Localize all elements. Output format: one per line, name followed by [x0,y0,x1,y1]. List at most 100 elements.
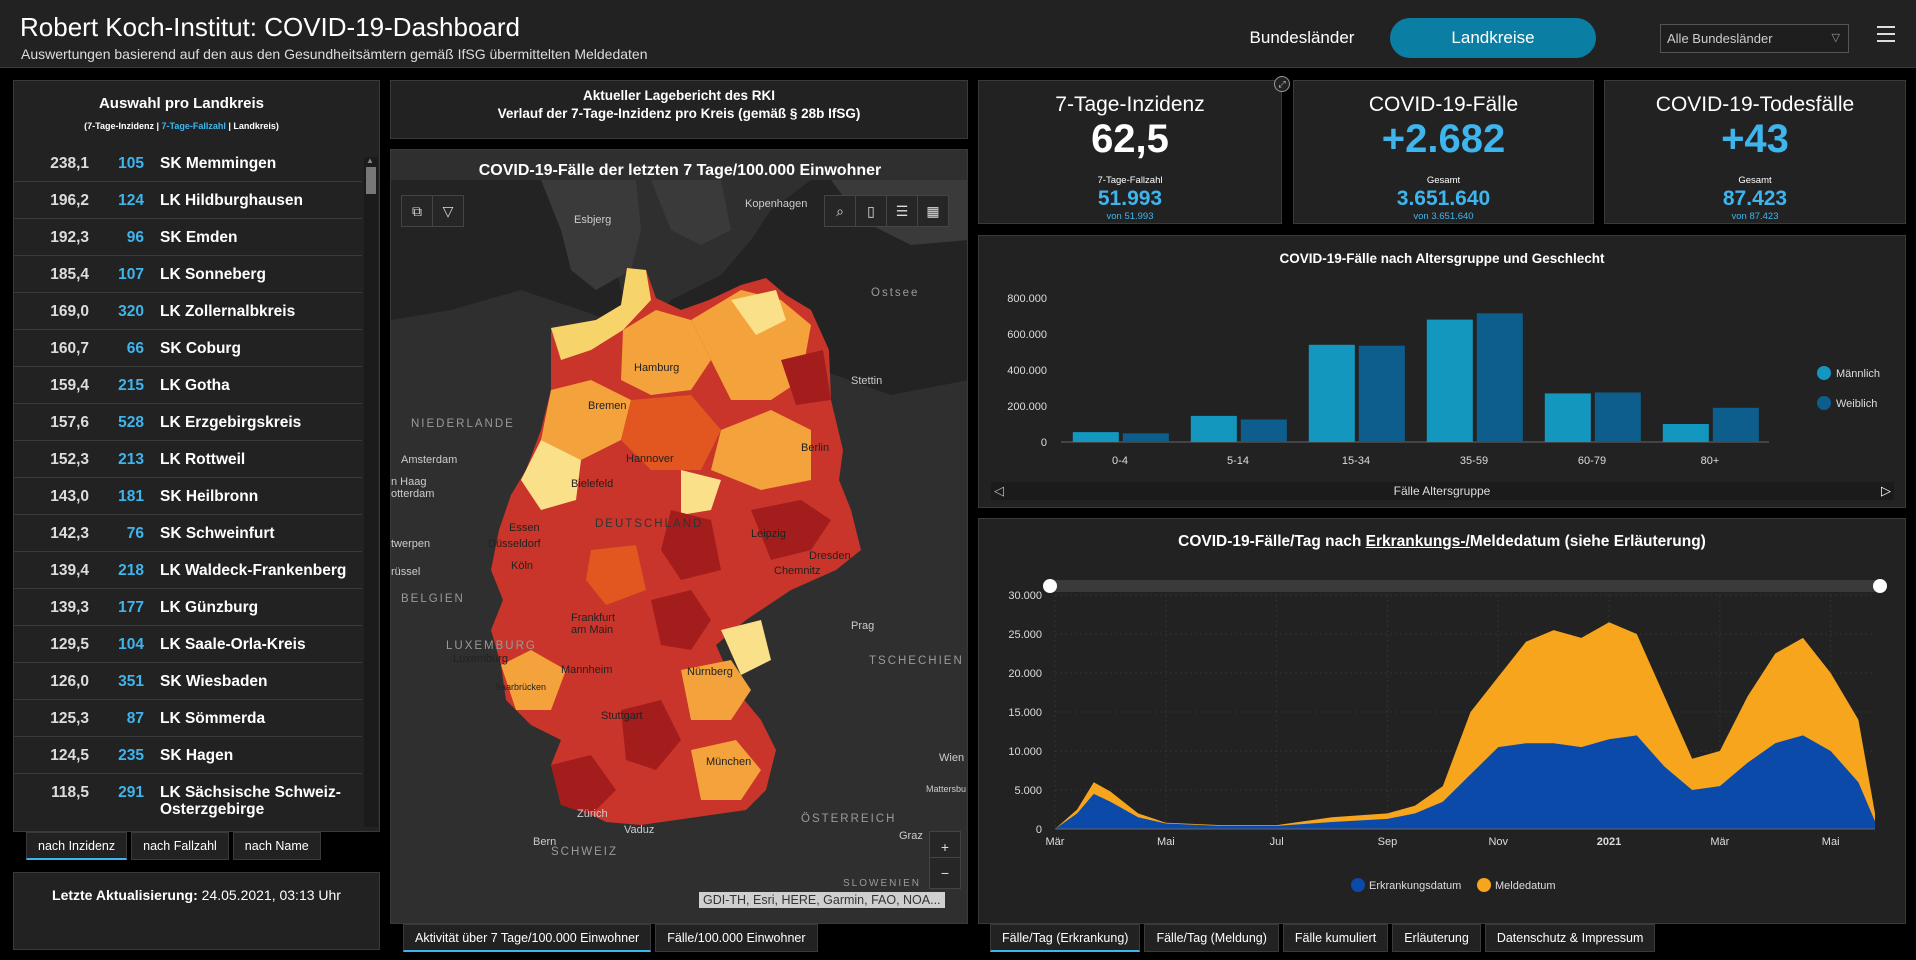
row-inzidenz: 192,3 [50,229,89,246]
landkreis-row[interactable]: 185,4 107 LK Sonneberg [14,256,362,293]
x-tick-label: Mai [1157,836,1175,848]
row-landkreis-name: LK Saale-Orla-Kreis [160,636,306,653]
landkreis-row[interactable]: 129,5 104 LK Saale-Orla-Kreis [14,626,362,663]
chevron-down-icon[interactable]: ▽ [432,195,464,227]
y-tick-label: 30.000 [1008,590,1042,602]
x-tick-label: Mär [1710,836,1729,848]
bar [1712,407,1759,442]
map-panel[interactable]: COVID-19-Fälle der letzten 7 Tage/100.00… [390,149,968,924]
bookmark-icon[interactable]: ▯ [855,195,887,227]
landkreis-row[interactable]: 124,5 235 SK Hagen [14,737,362,774]
tab-faelle-pro-100000[interactable]: Fälle/100.000 Einwohner [655,924,818,952]
row-inzidenz: 185,4 [50,266,89,283]
place-label: Mattersbu [926,784,967,794]
landkreis-row[interactable]: 238,1 105 SK Memmingen [14,145,362,182]
x-tick-label: Nov [1488,836,1508,848]
state-select[interactable]: Alle Bundesländer ▽ [1660,24,1849,53]
tab-nach-name[interactable]: nach Name [232,832,321,860]
tab-aktivitaet[interactable]: Aktivität über 7 Tage/100.000 Einwohner [403,924,652,952]
daily-chart[interactable]: 0 5.000 10.000 15.000 20.000 25.000 30.000 Mär M… [979,519,1905,923]
hamburger-menu-icon[interactable] [1877,26,1895,42]
list-scrollbar[interactable]: ▲ ▼ [364,156,378,902]
search-icon[interactable]: ⌕ [824,195,856,227]
scroll-left-icon[interactable]: ◁ [994,483,1004,498]
header: Robert Koch-Institut: COVID-19-Dashboard… [0,0,1916,68]
tab-nach-fallzahl[interactable]: nach Fallzahl [131,832,229,860]
place-label: Esbjerg [574,214,612,226]
place-label: Berlin [801,442,830,454]
row-inzidenz: 159,4 [50,377,89,394]
erkrankung-link[interactable]: Erkrankungs-/ [1365,533,1470,550]
x-tick-label: Sep [1378,836,1398,848]
place-label: TSCHECHIEN [869,655,964,667]
landkreis-row[interactable]: 159,4 215 LK Gotha [14,367,362,404]
place-label: München [706,756,752,768]
kpi-value: 62,5 [1091,117,1169,161]
tab-faelle-kumuliert[interactable]: Fälle kumuliert [1282,924,1389,952]
row-fallzahl: 528 [118,414,144,431]
zoom-out-icon[interactable]: − [929,857,961,889]
x-tick-label: 60-79 [1578,455,1606,467]
kpi-title: COVID-19-Todesfälle [1655,93,1855,116]
kpi-subvalue: 87.423 [1722,187,1788,210]
landkreis-row[interactable]: 157,6 528 LK Erzgebirgskreis [14,404,362,441]
kpi-sublabel: Gesamt [1738,175,1772,186]
x-tick-label: 0-4 [1112,455,1128,467]
basemap-gallery-icon[interactable]: ▦ [917,195,949,227]
place-label: Saarbrücken [495,682,547,692]
row-landkreis-name: LK Erzgebirgskreis [160,414,302,431]
nav-bundeslaender-button[interactable]: Bundesländer [1249,28,1355,47]
age-chart-panel: COVID-19-Fälle nach Altersgruppe und Ges… [978,235,1906,508]
scroll-up-icon[interactable]: ▲ [366,156,374,165]
age-chart-scrollbar[interactable]: ◁ ▷ [991,482,1894,500]
daily-title-prefix: COVID-19-Fälle/Tag nach [1178,533,1366,550]
select-map-tool-icon[interactable]: ⧉ [401,195,433,227]
landkreis-row[interactable]: 196,2 124 LK Hildburghausen [14,182,362,219]
y-tick-label: 20.000 [1008,668,1042,680]
landkreis-row[interactable]: 169,0 320 LK Zollernalbkreis [14,293,362,330]
list-title: Auswahl pro Landkreis [98,95,265,112]
landkreis-row[interactable]: 152,3 213 LK Rottweil [14,441,362,478]
report-panel[interactable]: Aktueller Lagebericht des RKI Verlauf de… [390,80,968,139]
landkreis-row[interactable]: 143,0 181 SK Heilbronn [14,478,362,515]
row-fallzahl: 181 [118,488,144,505]
tab-faelle-tag-erkrankung[interactable]: Fälle/Tag (Erkrankung) [990,924,1141,952]
tab-erlaeuterung[interactable]: Erläuterung [1392,924,1481,952]
place-label: Nürnberg [687,666,733,678]
bar [1594,392,1641,442]
landkreis-row[interactable]: 126,0 351 SK Wiesbaden [14,663,362,700]
germany-map[interactable] [391,150,968,924]
age-chart[interactable]: 0 200.000 400.000 600.000 800.000 0-4 5-14 15-3… [979,236,1905,476]
scroll-right-icon[interactable]: ▷ [1881,483,1891,498]
row-landkreis-name: SK Emden [160,229,238,246]
row-landkreis-name: LK Hildburghausen [160,192,303,209]
y-tick-label: 800.000 [1007,293,1047,305]
landkreis-row[interactable]: 139,4 218 LK Waldeck-Frankenberg [14,552,362,589]
expand-icon[interactable]: ⤢ [1274,76,1290,92]
landkreis-row[interactable]: 118,5 291 LK Sächsische Schweiz-Osterzgebi… [14,774,362,830]
row-fallzahl: 76 [126,525,144,542]
area-series [1055,735,1875,829]
map-title: COVID-19-Fälle der letzten 7 Tage/100.00… [478,162,882,179]
kpi-faelle-card: COVID-19-Fälle +2.682 Gesamt 3.651.640 v… [1293,80,1594,224]
place-label: Vaduz [624,824,655,836]
landkreis-row[interactable]: 160,7 66 SK Coburg [14,330,362,367]
tab-faelle-tag-meldung[interactable]: Fälle/Tag (Meldung) [1144,924,1279,952]
nav-landkreise-button[interactable]: Landkreise [1390,18,1596,58]
tab-nach-inzidenz[interactable]: nach Inzidenz [26,832,128,860]
legend-inzidenz: (7-Tage-Inzidenz [84,121,154,131]
legend-list-icon[interactable]: ☰ [886,195,918,227]
landkreis-row[interactable]: 142,3 76 SK Schweinfurt [14,515,362,552]
scroll-thumb[interactable] [366,167,376,194]
y-tick-label: 0 [1036,824,1042,836]
list-legend: (7-Tage-Inzidenz | 7-Tage-Fallzahl | Lan… [84,121,279,131]
tab-datenschutz-impressum[interactable]: Datenschutz & Impressum [1484,924,1656,952]
y-tick-label: 25.000 [1008,629,1042,641]
landkreis-row[interactable]: 139,3 177 LK Günzburg [14,589,362,626]
kpi-sublabel: 7-Tage-Fallzahl [1097,175,1163,186]
landkreis-row[interactable]: 125,3 87 LK Sömmerda [14,700,362,737]
app-subtitle: Auswertungen basierend auf den aus den G… [21,46,648,62]
state-select-value: Alle Bundesländer [1667,31,1773,46]
landkreis-row[interactable]: 192,3 96 SK Emden [14,219,362,256]
place-label: Düsseldorf [488,538,541,550]
